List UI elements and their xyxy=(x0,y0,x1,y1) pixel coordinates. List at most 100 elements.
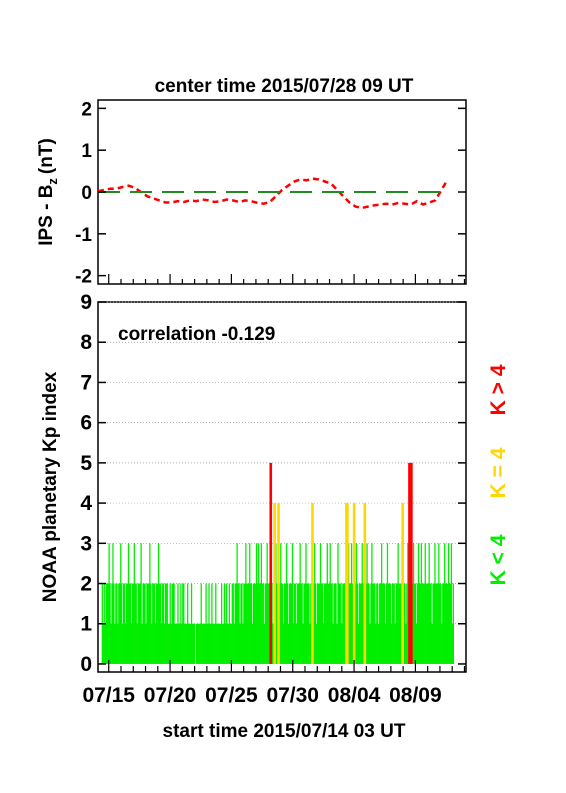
kp-bar xyxy=(223,583,226,664)
kp-bar xyxy=(410,462,413,664)
ips-bz-series xyxy=(97,177,449,210)
kp-bar xyxy=(197,623,199,664)
kp-bar xyxy=(422,583,424,664)
kp-bar xyxy=(170,623,172,664)
kp-bar xyxy=(245,543,247,664)
kp-bar xyxy=(423,583,425,664)
kp-bar xyxy=(348,583,351,664)
kp-bar xyxy=(195,623,198,664)
kp-bar xyxy=(427,583,429,664)
kp-bar xyxy=(105,583,107,664)
kp-bar xyxy=(129,583,132,664)
kp-bar xyxy=(438,543,440,664)
kp-bar xyxy=(303,583,305,664)
kp-bar xyxy=(355,543,358,664)
kp-bar xyxy=(359,583,361,664)
kp-bar xyxy=(235,583,237,664)
kp-bar xyxy=(112,543,114,664)
kp-bar xyxy=(182,583,184,664)
kp-bar xyxy=(144,583,146,664)
kp-bar xyxy=(293,583,295,664)
kp-bar xyxy=(121,583,123,664)
kp-bar xyxy=(433,583,435,664)
kp-bar xyxy=(420,543,423,664)
kp-bar xyxy=(300,583,302,664)
kp-bar xyxy=(346,503,349,664)
kp-bar xyxy=(424,543,426,664)
kp-bar xyxy=(316,583,319,664)
kp-bar xyxy=(452,583,455,664)
kp-bar xyxy=(350,543,353,664)
bottom-x-tick-label: 07/25 xyxy=(205,684,258,707)
kp-bar xyxy=(408,462,411,664)
kp-bar xyxy=(208,583,210,664)
kp-bar xyxy=(161,583,164,664)
kp-bar xyxy=(250,583,252,664)
kp-bar xyxy=(229,623,231,664)
kp-bar xyxy=(391,583,393,664)
legend-item-k-gt-4: K > 4 xyxy=(487,364,510,415)
kp-bar xyxy=(134,583,136,664)
kp-bar xyxy=(157,543,160,664)
kp-bar xyxy=(332,623,334,664)
kp-bar xyxy=(447,543,450,664)
kp-bar xyxy=(337,543,339,664)
kp-bar xyxy=(222,623,225,664)
kp-bar xyxy=(324,583,327,664)
kp-bar xyxy=(264,583,266,664)
kp-bar xyxy=(290,583,293,664)
kp-bar xyxy=(209,623,211,664)
kp-bar xyxy=(419,583,422,664)
kp-bar xyxy=(233,623,235,664)
kp-bar xyxy=(212,623,214,664)
kp-bar xyxy=(201,623,203,664)
kp-bar xyxy=(429,583,431,664)
kp-bar xyxy=(159,583,162,664)
kp-bar xyxy=(181,623,183,664)
bottom-x-axis: 07/15 07/20 07/25 07/30 08/04 08/09 xyxy=(82,660,466,707)
kp-bar xyxy=(160,623,163,664)
kp-bar xyxy=(311,503,314,664)
kp-bar xyxy=(179,623,181,664)
kp-bar xyxy=(124,623,127,664)
kp-bar xyxy=(153,583,155,664)
kp-bar xyxy=(361,543,363,664)
kp-bar xyxy=(272,623,274,664)
kp-bar xyxy=(414,583,417,664)
kp-bar xyxy=(119,583,121,664)
kp-bar xyxy=(306,583,308,664)
kp-bar xyxy=(428,543,430,664)
bottom-y-tick-label: 1 xyxy=(80,613,92,636)
kp-bar xyxy=(371,543,373,664)
kp-bar xyxy=(189,623,192,664)
kp-bar xyxy=(120,543,122,664)
kp-bar xyxy=(421,583,423,664)
top-y-axis-label-main: IPS - B xyxy=(36,185,57,246)
kp-bar xyxy=(297,583,299,664)
kp-bar xyxy=(205,583,207,664)
kp-bar xyxy=(106,583,108,664)
kp-bar xyxy=(177,583,179,664)
kp-bar xyxy=(257,543,260,664)
kp-bar xyxy=(251,583,253,664)
kp-bar xyxy=(387,583,390,664)
kp-bar xyxy=(190,583,193,664)
kp-bar xyxy=(330,583,332,664)
kp-bar xyxy=(203,623,205,664)
kp-bar xyxy=(304,583,306,664)
kp-bar xyxy=(236,543,238,664)
top-plot-area xyxy=(97,177,449,210)
kp-bar xyxy=(227,623,230,664)
kp-bar xyxy=(295,623,297,664)
kp-bar xyxy=(137,583,139,664)
kp-bar xyxy=(430,583,432,664)
bottom-y-tick-label: 5 xyxy=(80,452,92,475)
kp-bar xyxy=(360,583,362,664)
kp-bar xyxy=(127,543,130,664)
bottom-x-tick-label: 07/20 xyxy=(144,684,197,707)
kp-bar xyxy=(416,583,419,664)
kp-bar xyxy=(287,623,290,664)
kp-bar xyxy=(255,543,258,664)
kp-bar xyxy=(140,543,142,664)
